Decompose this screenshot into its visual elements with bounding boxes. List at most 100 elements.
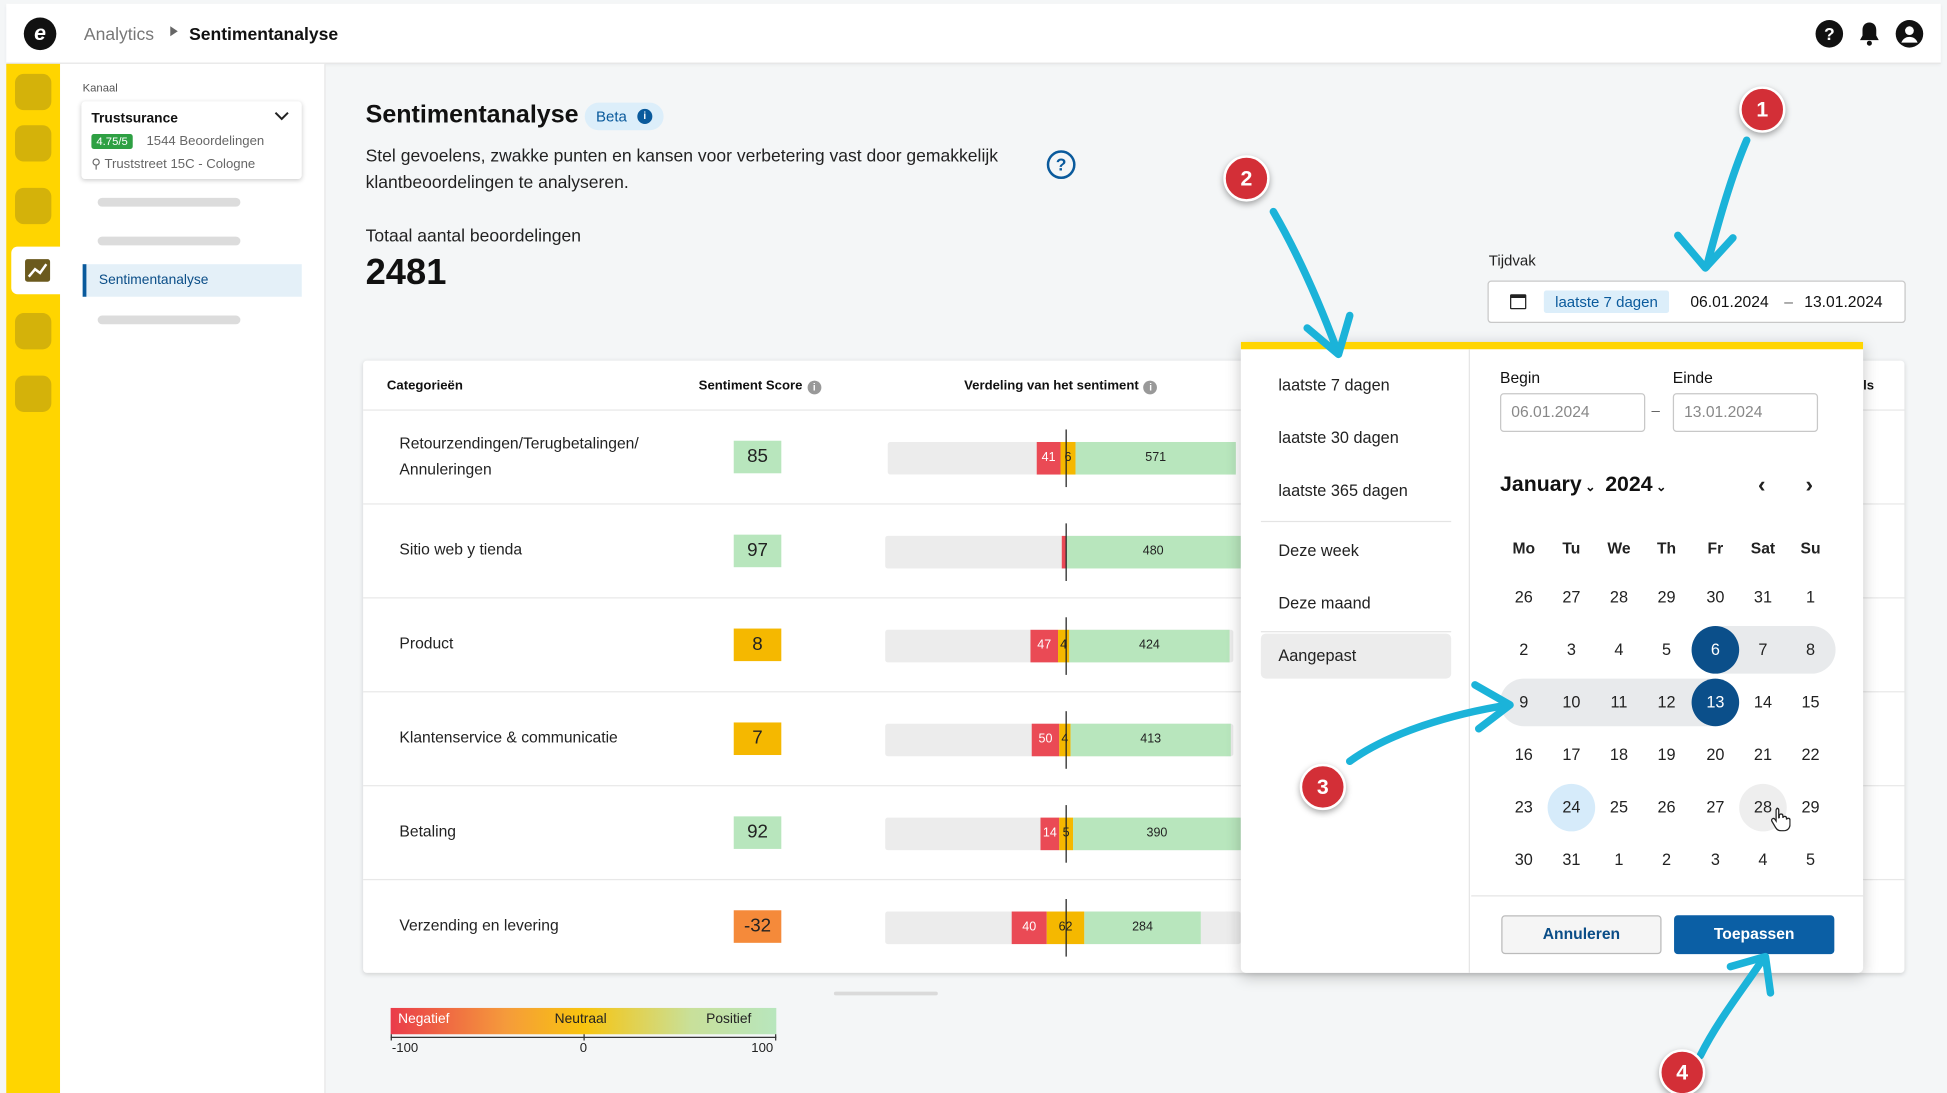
rail-item-5[interactable] xyxy=(15,313,52,350)
annotation-marker-3: 3 xyxy=(1299,763,1347,811)
category-name: Klantenservice & communicatie xyxy=(399,728,618,747)
preset-last-365-days[interactable]: laatste 365 dagen xyxy=(1278,480,1408,500)
score-badge: -32 xyxy=(733,910,782,943)
calendar-day[interactable]: 6 xyxy=(1691,626,1740,674)
apply-button[interactable]: Toepassen xyxy=(1674,915,1835,955)
calendar-day[interactable]: 1 xyxy=(1805,587,1816,607)
preset-list: laatste 7 dagen laatste 30 dagen laatste… xyxy=(1241,349,1470,973)
end-date-input[interactable]: 13.01.2024 xyxy=(1672,393,1819,432)
rail-item-2[interactable] xyxy=(15,125,52,162)
table-row[interactable]: Klantenservice & communicatie 7 50 4 413 xyxy=(363,691,1905,785)
calendar-day[interactable]: 30 xyxy=(1706,587,1725,607)
calendar-day[interactable]: 31 xyxy=(1562,850,1581,869)
help-circle-icon[interactable]: ? xyxy=(1046,150,1076,180)
rail-item-analytics[interactable] xyxy=(11,246,67,295)
calendar-day[interactable]: 29 xyxy=(1657,587,1676,607)
bell-icon[interactable] xyxy=(1856,20,1884,48)
calendar-day[interactable]: 23 xyxy=(1514,797,1533,817)
sidebar-placeholder-3[interactable] xyxy=(97,315,241,325)
calendar-day[interactable]: 28 xyxy=(1739,783,1787,832)
calendar-day[interactable]: 11 xyxy=(1610,692,1628,712)
preset-last-30-days[interactable]: laatste 30 dagen xyxy=(1278,428,1399,447)
calendar-day[interactable]: 27 xyxy=(1706,797,1725,817)
positive-segment: 424 xyxy=(1069,629,1230,663)
calendar-day[interactable]: 1 xyxy=(1614,850,1624,869)
calendar-day[interactable]: 4 xyxy=(1614,639,1624,659)
calendar-day[interactable]: 10 xyxy=(1562,692,1581,712)
calendar-day[interactable]: 17 xyxy=(1562,744,1581,764)
category-name: Retourzendingen/Terugbetalingen/ Annuler… xyxy=(399,434,639,479)
table-row[interactable]: Betaling 92 14 5 390 xyxy=(363,785,1905,879)
calendar-day[interactable]: 14 xyxy=(1753,692,1773,712)
calendar-day[interactable]: 5 xyxy=(1662,639,1672,659)
rail-item-3[interactable] xyxy=(15,187,52,225)
positive-segment: 480 xyxy=(1065,535,1241,569)
user-icon[interactable] xyxy=(1895,20,1924,48)
table-row[interactable]: Retourzendingen/Terugbetalingen/ Annuler… xyxy=(363,409,1905,503)
calendar-day[interactable]: 27 xyxy=(1562,587,1581,607)
sidebar-item-sentimentanalyse[interactable]: Sentimentanalyse xyxy=(82,264,302,297)
calendar-day[interactable]: 20 xyxy=(1706,744,1725,764)
legend-tick xyxy=(583,1034,585,1041)
rail-item-6[interactable] xyxy=(15,375,52,412)
calendar-day[interactable]: 25 xyxy=(1609,797,1629,817)
calendar-day[interactable]: 31 xyxy=(1753,587,1773,607)
month-select[interactable]: January ⌄ xyxy=(1500,472,1596,497)
period-date-field[interactable]: laatste 7 dagen 06.01.2024 – 13.01.2024 xyxy=(1487,280,1906,324)
table-row[interactable]: Sitio web y tienda 97 480 xyxy=(363,503,1905,597)
calendar-day[interactable]: 3 xyxy=(1710,850,1720,869)
top-bar: e Analytics Sentimentanalyse ? xyxy=(6,3,1941,64)
calendar-day[interactable]: 4 xyxy=(1758,850,1768,869)
zero-line xyxy=(1065,617,1067,675)
calendar-day[interactable]: 13 xyxy=(1691,678,1740,727)
preset-this-week[interactable]: Deze week xyxy=(1278,540,1359,560)
calendar-day[interactable]: 3 xyxy=(1566,639,1576,659)
calendar-day[interactable]: 22 xyxy=(1801,744,1820,764)
calendar-day[interactable]: 9 xyxy=(1519,692,1529,712)
calendar-day[interactable]: 26 xyxy=(1514,587,1533,607)
begin-date-input[interactable]: 06.01.2024 xyxy=(1500,393,1646,432)
info-icon[interactable]: i xyxy=(807,380,822,395)
sidebar-placeholder-1[interactable] xyxy=(97,197,241,207)
cancel-button[interactable]: Annuleren xyxy=(1501,915,1662,955)
calendar-day[interactable]: 5 xyxy=(1805,850,1816,869)
calendar-day[interactable]: 8 xyxy=(1805,639,1816,659)
sidebar-placeholder-2[interactable] xyxy=(97,236,241,246)
calendar-day[interactable]: 29 xyxy=(1801,797,1820,817)
calendar-day[interactable]: 30 xyxy=(1514,850,1533,869)
year-select[interactable]: 2024 ⌄ xyxy=(1605,472,1666,497)
channel-selector[interactable]: Trustsurance 4.75/5 1544 Beoordelingen ⚲… xyxy=(81,101,302,180)
breadcrumb-analytics[interactable]: Analytics xyxy=(83,23,155,44)
app-logo[interactable]: e xyxy=(23,17,57,51)
calendar-day[interactable]: 2 xyxy=(1519,639,1529,659)
legend-neutral: Neutraal xyxy=(554,1011,607,1027)
beta-badge[interactable]: Beta i xyxy=(584,102,664,131)
calendar-day[interactable]: 7 xyxy=(1758,639,1768,659)
calendar-day[interactable]: 24 xyxy=(1547,783,1596,832)
table-row[interactable]: Verzending en levering -32 40 62 284 xyxy=(363,878,1905,973)
score-badge: 92 xyxy=(733,816,782,849)
neutral-segment: 6 xyxy=(1060,441,1076,475)
calendar-day[interactable]: 15 xyxy=(1801,692,1820,712)
neutral-segment: 4 xyxy=(1059,723,1071,757)
calendar-day[interactable]: 26 xyxy=(1657,797,1676,817)
help-icon[interactable]: ? xyxy=(1815,20,1844,48)
channel-label: Kanaal xyxy=(82,81,118,94)
rail-item-1[interactable] xyxy=(15,73,52,111)
preset-custom[interactable]: Aangepast xyxy=(1260,633,1452,679)
preset-last-7-days[interactable]: laatste 7 dagen xyxy=(1278,375,1390,395)
calendar-day[interactable]: 28 xyxy=(1609,587,1629,607)
table-row[interactable]: Product 8 47 4 424 xyxy=(363,597,1905,691)
next-month-icon[interactable]: › xyxy=(1805,472,1814,498)
calendar-day[interactable]: 21 xyxy=(1753,744,1773,764)
calendar-day[interactable]: 12 xyxy=(1657,692,1676,712)
preset-this-month[interactable]: Deze maand xyxy=(1278,593,1371,613)
info-icon[interactable]: i xyxy=(1143,380,1158,395)
positive-segment: 284 xyxy=(1084,911,1201,945)
calendar-day[interactable]: 18 xyxy=(1609,744,1629,764)
calendar-day[interactable]: 2 xyxy=(1662,850,1672,869)
prev-month-icon[interactable]: ‹ xyxy=(1757,472,1766,498)
calendar-day[interactable]: 16 xyxy=(1514,744,1533,764)
calendar-day[interactable]: 19 xyxy=(1657,744,1676,764)
horizontal-scrollbar[interactable] xyxy=(833,991,938,996)
